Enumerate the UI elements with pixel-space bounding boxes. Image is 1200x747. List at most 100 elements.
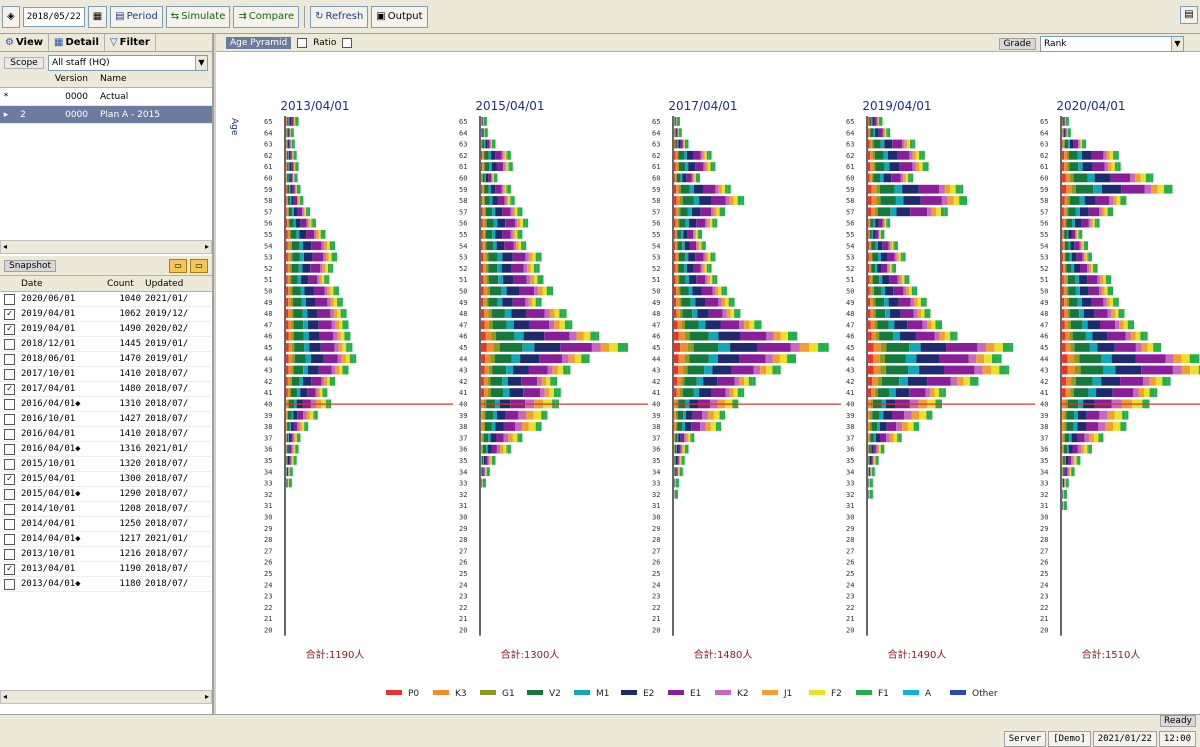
version-row[interactable]: ▸ 2 0000 Plan A - 2015 — [0, 106, 212, 124]
tab-detail[interactable]: ▦ Detail — [49, 34, 105, 51]
tab-filter[interactable]: ▽ Filter — [105, 34, 156, 51]
window-menu-icon[interactable]: ▤ — [1180, 6, 1198, 24]
snapshot-row[interactable]: 2018/06/01 1470 2019/01/ — [0, 352, 212, 367]
pyramid-bar-segment — [944, 365, 975, 375]
pyramid-bar-segment — [674, 139, 676, 149]
age-tick-label: 32 — [652, 491, 660, 499]
pyramid-bar-segment — [682, 309, 693, 318]
pyramid-bar-cap — [1085, 241, 1088, 251]
output-button[interactable]: ▣ Output — [371, 5, 428, 28]
pyramid-bar-cap — [483, 117, 487, 126]
age-tick-label: 38 — [652, 423, 660, 431]
period-button[interactable]: ▤ Period — [110, 5, 163, 28]
pyramid-bar-segment — [506, 184, 508, 194]
pyramid-bar-segment — [307, 309, 318, 318]
pyramid-bar-segment — [674, 230, 675, 239]
pyramid-bar-segment — [711, 207, 714, 217]
snapshot-checkbox[interactable]: ✓ — [4, 563, 15, 575]
snapshot-checkbox[interactable] — [4, 458, 15, 470]
version-row[interactable]: * 0000 Actual — [0, 88, 212, 106]
pyramid-bar-cap — [1006, 365, 1010, 375]
snapshot-row[interactable]: 2016/04/01◆ 1316 2021/01/ — [0, 442, 212, 457]
snapshot-row[interactable]: 2014/10/01 1208 2018/07/ — [0, 502, 212, 517]
snapshot-row[interactable]: 2013/10/01 1216 2018/07/ — [0, 547, 212, 562]
snapshot-checkbox[interactable] — [4, 338, 15, 350]
pyramid-bar-segment — [1107, 331, 1126, 341]
open-folder-icon[interactable]: ▭ — [169, 258, 187, 273]
snapshot-checkbox[interactable] — [4, 503, 15, 515]
tab-view[interactable]: ⚙ View — [0, 34, 49, 51]
pyramid-bar-segment — [674, 365, 679, 375]
snapshot-row[interactable]: 2013/04/01◆ 1180 2018/07/ — [0, 577, 212, 592]
snapshot-checkbox[interactable]: ✓ — [4, 473, 15, 485]
snapshot-row[interactable]: ✓ 2019/04/01 1490 2020/02/ — [0, 322, 212, 337]
pyramid-bar-segment — [881, 286, 886, 296]
snapshot-checkbox[interactable] — [4, 293, 15, 305]
snapshot-checkbox[interactable] — [4, 398, 15, 410]
snapshot-row[interactable]: 2015/10/01 1320 2018/07/ — [0, 457, 212, 472]
snapshot-row[interactable]: ✓ 2013/04/01 1190 2018/07/ — [0, 562, 212, 577]
snapshot-row[interactable]: 2014/04/01 1250 2018/07/ — [0, 517, 212, 532]
snapshot-row[interactable]: 2014/04/01◆ 1217 2021/01/ — [0, 532, 212, 547]
pyramid-bar-segment — [481, 275, 484, 284]
snapshot-row[interactable]: ✓ 2019/04/01 1062 2019/12/ — [0, 307, 212, 322]
pyramid-bar-segment — [305, 354, 311, 364]
version-grid-scrollbar[interactable]: ◂ ▸ — [0, 240, 212, 254]
pyramid-bar-segment — [676, 173, 677, 183]
snapshot-checkbox[interactable] — [4, 368, 15, 380]
snapshot-checkbox[interactable]: ✓ — [4, 308, 15, 320]
pyramid-bar-segment — [679, 218, 686, 228]
age-tick-label: 22 — [264, 604, 272, 612]
snapshot-row[interactable]: 2020/06/01 1040 2021/01/ — [0, 292, 212, 307]
pyramid-bar-cap — [881, 230, 885, 239]
snapshot-grid-scrollbar[interactable]: ◂ ▸ — [0, 690, 212, 704]
snapshot-checkbox[interactable]: ✓ — [4, 323, 15, 335]
option-checkbox[interactable] — [342, 37, 353, 48]
snapshot-row[interactable]: 2016/10/01 1427 2018/07/ — [0, 412, 212, 427]
pyramid-bar-segment — [1092, 331, 1108, 341]
pyramid-bar-segment — [1062, 388, 1066, 397]
pyramid-bar-segment — [924, 309, 928, 318]
pyramid-bar-segment — [484, 230, 486, 239]
age-tick-label: 22 — [652, 604, 660, 612]
pyramid-bar-segment — [1088, 388, 1097, 397]
snapshot-row[interactable]: 2015/04/01◆ 1290 2018/07/ — [0, 487, 212, 502]
snapshot-row[interactable]: ✓ 2015/04/01 1300 2018/07/ — [0, 472, 212, 487]
date-picker-button[interactable]: ▦ — [87, 5, 108, 28]
pyramid-bar-segment — [708, 331, 719, 341]
snapshot-checkbox[interactable] — [4, 533, 15, 545]
snapshot-row[interactable]: 2016/04/01◆ 1310 2018/07/ — [0, 397, 212, 412]
pyramid-mode-chip[interactable]: Age Pyramid — [226, 36, 292, 49]
snapshot-checkbox[interactable] — [4, 578, 15, 590]
snapshot-row[interactable]: 2018/12/01 1445 2019/01/ — [0, 337, 212, 352]
snapshot-checkbox[interactable] — [4, 488, 15, 500]
view-icon: ⚙ — [5, 37, 14, 48]
scope-select[interactable]: All staff (HQ) ▼ — [48, 55, 208, 71]
snapshot-row[interactable]: 2016/04/01 1410 2018/07/ — [0, 427, 212, 442]
snapshot-checkbox[interactable] — [4, 518, 15, 530]
pyramid-bar-segment — [1153, 343, 1158, 352]
ready-indicator: Ready — [1160, 715, 1196, 727]
snapshot-checkbox[interactable] — [4, 548, 15, 560]
pyramid-bar-segment — [674, 252, 676, 262]
simulate-button[interactable]: ⇆ Simulate — [165, 5, 231, 28]
snapshot-checkbox[interactable]: ✓ — [4, 383, 15, 395]
snapshot-checkbox[interactable] — [4, 428, 15, 440]
snapshot-checkbox[interactable] — [4, 353, 15, 365]
snapshot-count: 1470 — [119, 354, 141, 364]
grade-select[interactable]: Rank ▼ — [1040, 36, 1184, 52]
snapshot-checkbox[interactable] — [4, 413, 15, 425]
save-folder-icon[interactable]: ▭ — [190, 258, 208, 273]
pyramid-bar-segment — [678, 331, 685, 341]
refresh-button[interactable]: ↻ Refresh — [310, 5, 369, 28]
snapshot-row[interactable]: 2017/10/01 1410 2018/07/ — [0, 367, 212, 382]
snapshot-checkbox[interactable] — [4, 443, 15, 455]
date-input[interactable] — [22, 6, 85, 27]
compare-button[interactable]: ⇉ Compare — [233, 5, 300, 28]
pyramid-bar-segment — [331, 320, 336, 330]
snapshot-row[interactable]: ✓ 2017/04/01 1480 2018/07/ — [0, 382, 212, 397]
calendar-icon[interactable]: ◈ — [2, 5, 20, 28]
age-tick-label: 44 — [264, 355, 272, 363]
pyramid-bar-segment — [1088, 207, 1099, 217]
ratio-checkbox[interactable] — [297, 37, 308, 48]
